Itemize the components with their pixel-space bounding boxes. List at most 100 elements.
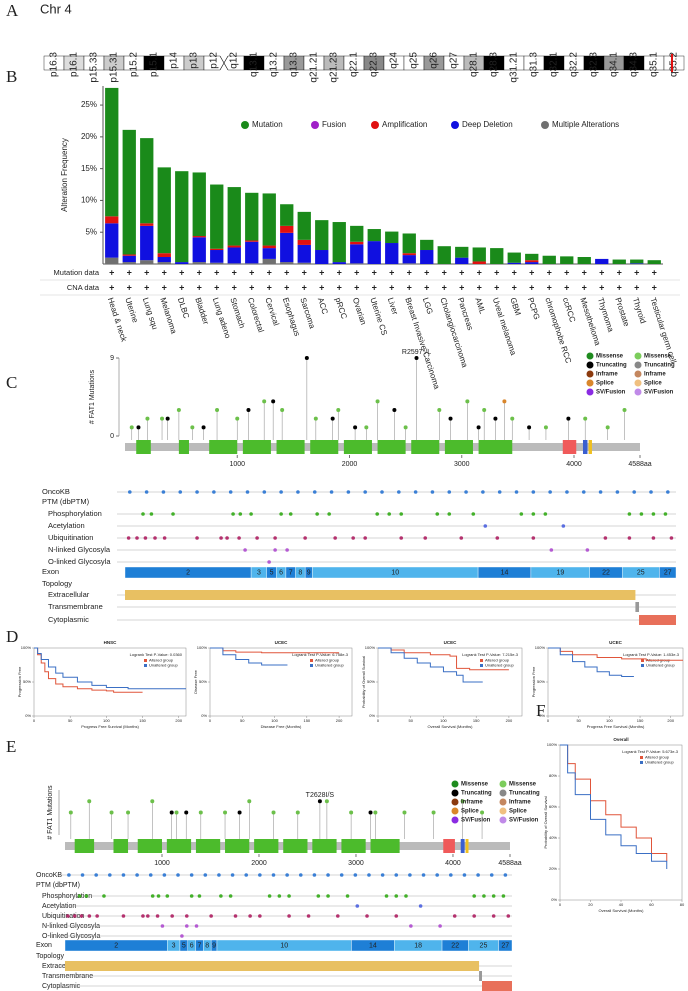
row-mark: + <box>127 282 132 292</box>
ptm-site <box>476 873 480 877</box>
x-tick-label: 0 <box>33 718 36 723</box>
band-label: q32.3 <box>589 52 600 77</box>
lollipop-head <box>295 810 300 815</box>
x-tick-label: 50 <box>409 718 414 723</box>
row-mark: + <box>284 267 289 277</box>
ptm-site <box>271 873 276 877</box>
bar-segment <box>105 87 119 217</box>
row-mark: + <box>582 282 587 292</box>
bar-segment <box>105 223 119 258</box>
row-mark: + <box>354 267 359 277</box>
category-label: Thyroid <box>631 296 648 324</box>
bar-segment <box>367 241 381 264</box>
lollipop-head <box>373 810 378 815</box>
x-tick-label: 0 <box>209 718 212 723</box>
topology-region <box>639 615 676 625</box>
lollipop-head <box>375 399 380 404</box>
lollipop-head <box>145 416 150 421</box>
bar-segment <box>350 244 364 264</box>
lollipop-head <box>465 399 470 404</box>
y-tick-label: 50% <box>199 679 207 684</box>
track-label: Phosphorylation <box>42 893 92 900</box>
x-tick-label: 50 <box>576 718 581 723</box>
ptm-site <box>651 536 656 540</box>
band-label: q28.3 <box>489 52 500 77</box>
ptm-site <box>404 894 408 898</box>
legend-label: SV/Fusion <box>644 390 674 396</box>
legend-swatch <box>634 379 642 387</box>
ptm-site <box>298 873 303 877</box>
ptm-site <box>384 894 389 898</box>
ptm-site <box>399 512 404 516</box>
ptm-site <box>639 512 644 516</box>
row-mark: + <box>127 267 132 277</box>
bar-segment <box>105 257 119 264</box>
ptm-site <box>80 873 85 877</box>
legend-swatch <box>499 798 507 806</box>
category-label: Uterine <box>123 296 140 324</box>
band-label: p16.3 <box>49 52 60 77</box>
lollipop-head <box>392 408 397 412</box>
x-axis-label: Progress Free Survival (Months) <box>587 724 645 729</box>
bar-segment <box>140 225 154 261</box>
row-mark: + <box>564 267 569 277</box>
ptm-site <box>170 914 174 918</box>
band-label: q31.3 <box>529 52 540 77</box>
exon-label: 5 <box>182 942 186 949</box>
legend-swatch <box>311 121 319 129</box>
protein-domain <box>74 839 95 853</box>
ptm-site <box>189 894 194 898</box>
legend-swatch <box>586 352 594 360</box>
ptm-site <box>287 914 291 918</box>
legend-label: Altered group <box>149 658 174 663</box>
ptm-site <box>219 894 223 898</box>
y-axis-label: # FAT1 Mutations <box>47 785 54 840</box>
x-tick-label: 200 <box>667 718 674 723</box>
ptm-site <box>615 490 620 494</box>
lollipop-head <box>414 356 419 360</box>
ptm-site <box>87 914 92 918</box>
ptm-site <box>77 894 82 898</box>
ptm-site <box>581 490 586 494</box>
row-mark: + <box>232 282 237 292</box>
row-mark: + <box>529 282 534 292</box>
bar-segment <box>262 258 276 264</box>
exon-label: 9 <box>307 569 311 576</box>
category-label: GBM <box>508 296 522 316</box>
ptm-site <box>121 873 126 877</box>
track-label: Acetylation <box>48 521 85 530</box>
row-mark: + <box>599 267 604 277</box>
band-label: q35.1 <box>649 52 660 77</box>
x-tick-label: 100 <box>103 718 110 723</box>
bar-segment <box>210 250 224 263</box>
topology-label: Extracellular <box>48 590 90 599</box>
ptm-site <box>312 873 317 877</box>
ptm-site <box>549 548 554 552</box>
bar-segment <box>157 167 171 254</box>
ptm-site <box>141 512 145 516</box>
row-mark: + <box>599 282 604 292</box>
ptm-site <box>365 914 369 918</box>
bar-segment <box>192 262 206 264</box>
ptm-site <box>339 873 344 877</box>
legend-label: Truncating <box>509 791 540 797</box>
category-label: ACC <box>316 296 330 315</box>
row-mark: + <box>197 267 202 277</box>
row-mark: + <box>109 267 114 277</box>
lollipop-head <box>215 408 220 412</box>
legend-swatch <box>451 121 459 129</box>
ptm-site <box>531 536 536 540</box>
lollipop-head <box>403 425 408 430</box>
survival-curve <box>560 744 668 862</box>
bar-segment <box>350 241 364 245</box>
band-label: q22.3 <box>369 52 380 77</box>
bar-segment <box>507 252 521 263</box>
row-mark: + <box>319 282 324 292</box>
band-label: p15.2 <box>129 52 140 77</box>
exon-label: 10 <box>280 942 288 949</box>
lollipop-head <box>583 416 588 421</box>
ptm-site <box>135 536 139 540</box>
legend-swatch <box>640 761 643 764</box>
row-mark: + <box>214 267 219 277</box>
bar-segment <box>227 263 241 264</box>
